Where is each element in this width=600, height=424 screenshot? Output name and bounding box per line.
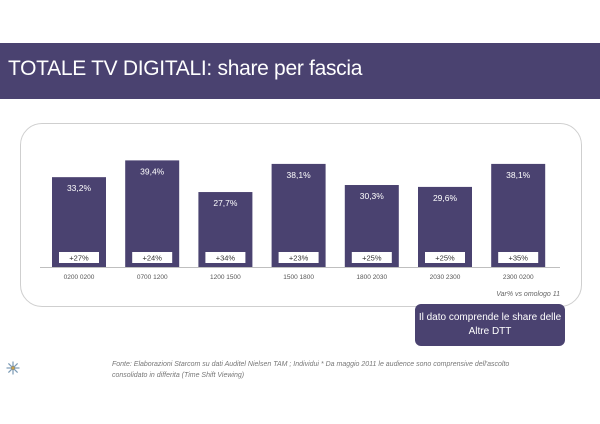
starburst-logo-icon bbox=[6, 361, 20, 375]
x-tick-label: 0200 0200 bbox=[64, 274, 95, 281]
change-label: +23% bbox=[289, 253, 309, 262]
bar bbox=[125, 160, 180, 267]
change-label: +27% bbox=[69, 253, 89, 262]
change-label: +34% bbox=[216, 253, 236, 262]
bar-value-label: 29,6% bbox=[433, 193, 458, 203]
change-label: +25% bbox=[435, 253, 455, 262]
x-tick-label: 2030 2300 bbox=[430, 274, 461, 281]
x-tick-label: 2300 0200 bbox=[503, 274, 534, 281]
change-badge bbox=[425, 252, 465, 263]
bar-value-label: 39,4% bbox=[140, 166, 165, 176]
x-tick-label: 0700 1200 bbox=[137, 274, 168, 281]
change-label: +25% bbox=[362, 253, 382, 262]
x-tick-label: 1800 2030 bbox=[356, 274, 387, 281]
change-badge bbox=[59, 252, 99, 263]
variation-note: Var% vs omologo 11 bbox=[496, 291, 560, 298]
change-label: +24% bbox=[142, 253, 162, 262]
bar-value-label: 27,7% bbox=[213, 198, 238, 208]
bar-value-label: 38,1% bbox=[287, 170, 312, 180]
change-badge bbox=[278, 252, 319, 263]
change-label: +35% bbox=[508, 253, 528, 262]
bar bbox=[491, 163, 546, 267]
callout-box: Il dato comprende le share delle Altre D… bbox=[415, 304, 565, 346]
change-badge bbox=[205, 252, 246, 263]
bar-value-label: 33,2% bbox=[67, 183, 92, 193]
x-tick-label: 1500 1800 bbox=[283, 274, 314, 281]
change-badge bbox=[132, 252, 173, 263]
change-badge bbox=[351, 252, 392, 263]
title-bar: TOTALE TV DIGITALI: share per fascia bbox=[0, 43, 600, 99]
bar bbox=[271, 163, 326, 267]
bar-value-label: 38,1% bbox=[506, 170, 531, 180]
bar-value-label: 30,3% bbox=[360, 191, 385, 201]
change-badge bbox=[498, 252, 539, 263]
page-title: TOTALE TV DIGITALI: share per fascia bbox=[8, 57, 363, 80]
x-tick-label: 1200 1500 bbox=[210, 274, 241, 281]
source-note: Fonte: Elaborazioni Starcom su dati Audi… bbox=[112, 361, 510, 379]
